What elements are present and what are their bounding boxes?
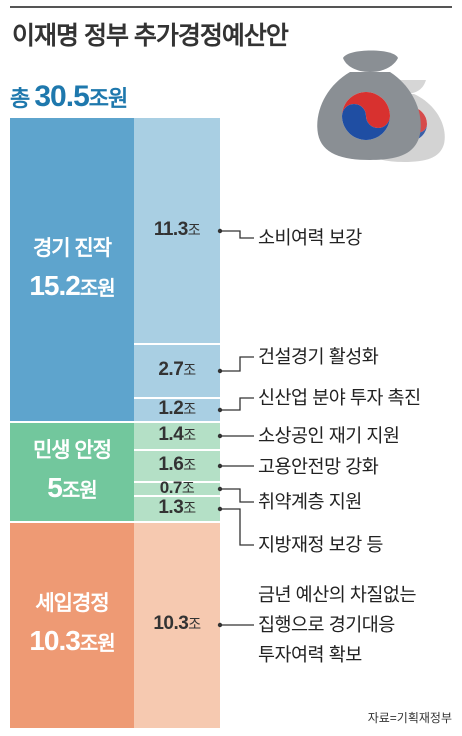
source-note: 자료=기획재정부: [367, 711, 452, 725]
item-category-label: 소상공인 재기 지원: [258, 421, 400, 451]
item-category-label: 고용안전망 강화: [258, 452, 379, 482]
item-divider: [134, 495, 220, 497]
leader-line: [220, 230, 254, 239]
item-value-label: 1.6조: [134, 454, 220, 476]
total-amount: 총 30.5조원: [10, 80, 128, 114]
group-block-livelihood: [10, 422, 134, 522]
item-value-unit: 조: [183, 362, 196, 379]
item-value-label: 1.4조: [134, 424, 220, 446]
item-category-label: 소비여력 보강: [258, 223, 362, 253]
item-value-number: 1.6: [158, 454, 184, 476]
group-name: 세입경정: [35, 592, 109, 615]
item-value-unit: 조: [183, 427, 196, 444]
item-value-label: 11.3조: [134, 219, 220, 241]
leader-line: [220, 488, 254, 503]
group-total: 5조원: [47, 472, 97, 503]
group-total: 10.3조원: [29, 625, 115, 656]
group-block-tax: [10, 522, 134, 728]
total-unit: 조원: [88, 86, 128, 111]
chart-title: 이재명 정부 추가경정예산안: [12, 22, 289, 50]
leader-dot: [217, 486, 223, 492]
item-category-line: 고용안전망 강화: [258, 456, 379, 477]
item-value-number: 11.3: [153, 219, 188, 241]
item-category-line: 소상공인 재기 지원: [258, 425, 400, 446]
group-separator: [10, 521, 220, 523]
item-category-line: 소비여력 보강: [258, 227, 362, 248]
item-value-label: 0.7조: [134, 478, 220, 498]
item-value-number: 10.3: [153, 613, 189, 635]
group-label-stimulus: 경기 진작 15.2조원: [10, 232, 134, 302]
item-category-line: 집행으로 경기대응: [258, 614, 395, 635]
leader-dot: [217, 433, 223, 439]
item-value-unit: 조: [183, 401, 196, 418]
item-category-label: 취약계층 지원: [258, 487, 362, 517]
item-category-label: 신산업 분야 투자 촉진: [258, 383, 421, 413]
item-category-label: 지방재정 보강 등: [258, 530, 383, 560]
top-rule: [10, 6, 452, 8]
item-value-label: 2.7조: [134, 359, 220, 381]
item-category-line: 취약계층 지원: [258, 491, 362, 512]
item-category-line: 건설경기 활성화: [258, 346, 379, 367]
leader-line: [220, 508, 254, 546]
total-prefix: 총: [10, 86, 35, 111]
group-total: 15.2조원: [29, 270, 115, 301]
leader-dot: [217, 463, 223, 469]
large-money-bag-icon: [317, 50, 421, 160]
item-divider: [134, 397, 220, 399]
total-value: 30.5: [34, 80, 89, 113]
item-value-label: 10.3조: [134, 613, 220, 635]
item-divider: [134, 343, 220, 345]
item-category-line: 금년 예산의 차질없는: [258, 584, 416, 605]
group-label-tax: 세입경정 10.3조원: [10, 587, 134, 657]
item-value-unit: 조: [183, 457, 196, 474]
item-category-line: 지방재정 보강 등: [258, 534, 383, 555]
leader-dot: [217, 228, 223, 234]
item-divider: [134, 449, 220, 451]
item-category-label: 건설경기 활성화: [258, 342, 379, 372]
item-category-line: 투자여력 확보: [258, 644, 362, 665]
group-items-stimulus: [134, 118, 220, 422]
item-divider: [134, 481, 220, 483]
group-items-livelihood: [134, 422, 220, 522]
leader-dot: [217, 407, 223, 413]
item-value-number: 1.2: [158, 398, 184, 420]
group-items-tax: [134, 522, 220, 728]
item-value-number: 0.7: [159, 478, 183, 498]
leader-dot: [217, 622, 223, 628]
item-value-number: 1.4: [158, 424, 184, 446]
leader-line: [220, 397, 254, 411]
group-block-stimulus: [10, 118, 134, 422]
leader-line: [220, 356, 254, 372]
group-label-livelihood: 민생 안정 5조원: [10, 434, 134, 504]
group-name: 경기 진작: [32, 237, 112, 260]
item-value-label: 1.3조: [134, 497, 220, 519]
item-category-line: 신산업 분야 투자 촉진: [258, 387, 421, 408]
item-value-unit: 조: [181, 480, 195, 497]
item-value-unit: 조: [188, 616, 201, 633]
item-value-number: 2.7: [158, 359, 184, 381]
item-value-unit: 조: [187, 222, 201, 239]
group-separator: [10, 421, 220, 423]
item-value-number: 1.3: [158, 497, 184, 519]
item-value-label: 1.2조: [134, 398, 220, 420]
item-value-unit: 조: [183, 500, 196, 517]
leader-dot: [217, 506, 223, 512]
group-name: 민생 안정: [32, 439, 112, 462]
leader-dot: [217, 368, 223, 374]
